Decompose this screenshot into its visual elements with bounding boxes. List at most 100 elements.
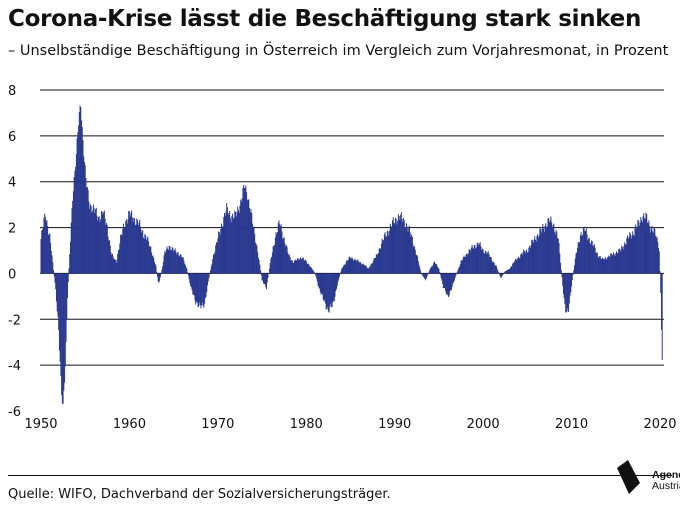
bar <box>308 263 309 274</box>
bar <box>144 234 146 274</box>
bar <box>216 242 218 274</box>
x-tick-label: 1970 <box>201 417 234 432</box>
bar <box>596 252 598 274</box>
bar <box>91 212 93 274</box>
bar <box>522 252 524 274</box>
bar <box>345 262 347 274</box>
bar <box>330 273 332 304</box>
bar <box>383 240 385 274</box>
bar <box>355 261 357 274</box>
bar <box>588 237 590 274</box>
bar <box>201 273 203 306</box>
bar <box>481 249 483 274</box>
bar <box>111 254 113 274</box>
bar <box>131 210 133 274</box>
bar <box>195 273 197 303</box>
bar <box>232 213 234 274</box>
bar <box>281 231 283 274</box>
bar <box>425 273 427 281</box>
bar <box>470 250 472 274</box>
bar <box>471 244 473 274</box>
bar <box>491 260 493 274</box>
bar <box>530 245 532 274</box>
bar <box>426 273 428 277</box>
bar <box>444 273 446 288</box>
bar <box>325 273 327 310</box>
bar <box>41 229 43 274</box>
bar <box>487 252 489 274</box>
bar <box>361 264 363 274</box>
bar <box>556 231 558 274</box>
bar <box>498 272 500 274</box>
bar <box>188 273 190 280</box>
bar <box>580 232 582 274</box>
bar <box>268 268 270 274</box>
bar <box>464 256 466 274</box>
bar <box>355 260 357 274</box>
bar <box>453 273 455 283</box>
bar <box>109 245 111 274</box>
bar <box>319 273 321 292</box>
bar <box>101 211 103 274</box>
bar <box>486 253 488 274</box>
bar <box>285 244 287 274</box>
bar <box>196 273 198 303</box>
bar <box>407 231 409 274</box>
bar <box>47 225 49 274</box>
bar <box>449 273 451 292</box>
bar <box>565 273 567 313</box>
bar <box>557 238 559 274</box>
bar <box>655 235 657 274</box>
bar <box>146 238 148 274</box>
bar <box>427 273 429 275</box>
bar <box>161 269 163 274</box>
bar <box>78 111 80 274</box>
bar <box>106 225 108 274</box>
bar <box>53 273 55 277</box>
bar <box>569 273 571 296</box>
bar <box>457 269 459 274</box>
bar <box>201 273 203 303</box>
bar <box>264 273 266 285</box>
bar <box>176 254 178 274</box>
bar <box>403 217 405 274</box>
bar <box>182 257 184 274</box>
bar <box>546 226 548 274</box>
bar <box>44 213 46 274</box>
bar <box>478 245 480 274</box>
bar <box>44 216 46 274</box>
bar <box>523 249 525 274</box>
bar <box>248 199 250 274</box>
bar <box>247 199 249 274</box>
bar <box>524 253 526 274</box>
bar <box>67 273 69 282</box>
bar <box>86 187 88 274</box>
bar <box>451 273 453 288</box>
bar <box>212 259 214 274</box>
bar <box>310 266 312 274</box>
bar <box>582 234 584 274</box>
bar <box>378 248 380 274</box>
bar <box>639 222 641 274</box>
bar <box>606 259 608 274</box>
bar <box>45 221 47 274</box>
bar <box>316 273 318 279</box>
bar <box>86 187 88 274</box>
agenda-austria-logo-icon <box>617 460 640 494</box>
bar <box>593 244 595 274</box>
bar <box>179 254 181 274</box>
bar <box>366 267 368 274</box>
bar <box>280 226 281 274</box>
bar <box>489 257 491 274</box>
bar <box>311 268 313 274</box>
bar <box>331 273 333 307</box>
bar <box>435 263 437 274</box>
bar <box>202 273 204 306</box>
bar <box>441 273 443 281</box>
bar <box>118 249 120 274</box>
bar <box>473 245 475 274</box>
bar <box>160 273 162 275</box>
bar <box>422 273 424 277</box>
logo-line1: Agenda <box>652 469 680 481</box>
bar <box>104 218 106 274</box>
